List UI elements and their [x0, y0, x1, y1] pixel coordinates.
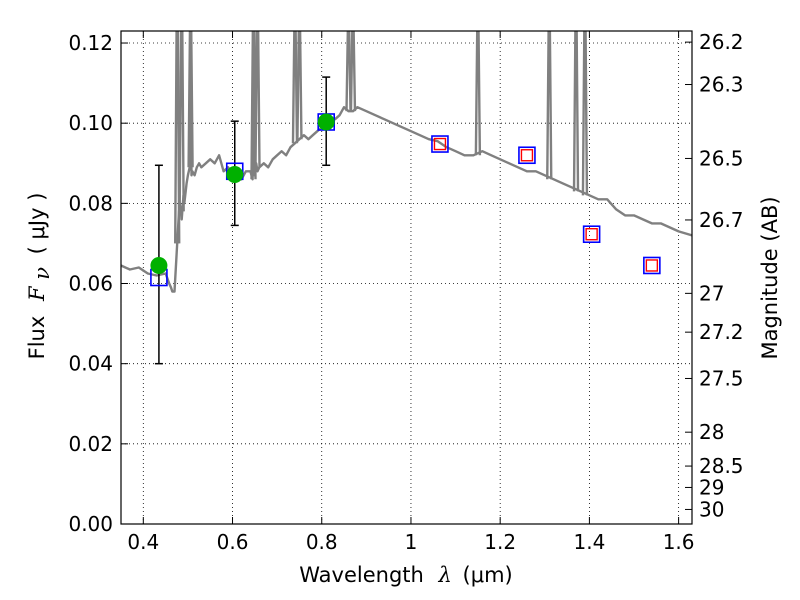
plot-frame: [120, 30, 693, 525]
emission-line: [572, 31, 580, 192]
magnitude-tick-label: 29: [699, 475, 724, 499]
y-axis-left-subscript: ν: [30, 267, 54, 280]
emission-line: [178, 31, 185, 212]
upper-limit-square: [645, 259, 659, 272]
emission-line: [291, 31, 299, 144]
magnitude-tick-label: 26.7: [699, 208, 744, 232]
emission-line: [349, 31, 357, 112]
upper-limit-square: [585, 228, 598, 241]
magnitude-tick-label: 30: [699, 497, 724, 521]
emission-line: [581, 31, 589, 196]
magnitude-tick-label: 27: [699, 281, 724, 305]
magnitude-tick-label: 27.5: [699, 366, 744, 390]
model-photometry-square: [582, 225, 601, 244]
x-axis-symbol: λ: [438, 563, 452, 587]
magnitude-tick-label: 26.2: [699, 30, 744, 54]
y-axis-left-unit: ( μJy ): [25, 193, 49, 255]
upper-limit-square: [520, 149, 534, 162]
y-tick-label: 0.08: [68, 191, 113, 215]
emission-line: [250, 31, 257, 180]
magnitude-tick-label: 27.2: [699, 320, 744, 344]
y-tick-label: 0.06: [68, 272, 113, 296]
y-tick-label: 0.04: [68, 352, 113, 376]
emission-line: [345, 31, 352, 112]
magnitude-tick-label: 28: [699, 420, 724, 444]
y-axis-left-title-text: Flux: [25, 316, 49, 360]
y-tick-label: 0.12: [68, 31, 113, 55]
x-tick-label: 1: [405, 530, 418, 554]
x-axis-unit: (μm): [463, 563, 513, 587]
emission-line: [546, 31, 553, 180]
measured-flux-point: [150, 256, 168, 274]
upper-limit-square: [433, 137, 447, 151]
x-tick-label: 1.4: [573, 530, 605, 554]
x-tick-label: 0.4: [127, 530, 159, 554]
model-photometry-square: [518, 146, 536, 165]
model-photometry-square: [643, 256, 661, 275]
emission-line: [474, 31, 482, 156]
axes: 0.4 0.6 0.8 1 1.2 1.4 1.6 0.00 0.02 0.04 0.06 0.08 0…: [68, 30, 743, 554]
measured-flux-point: [317, 113, 335, 131]
y-axis-right-title: Magnitude (AB): [758, 196, 782, 359]
x-axis-title: Wavelength λ (μm): [299, 563, 512, 587]
emission-line: [254, 31, 261, 168]
x-tick-label: 0.8: [306, 530, 338, 554]
measured-flux-point: [226, 165, 244, 183]
magnitude-tick-label: 26.5: [699, 146, 744, 170]
emission-line: [296, 31, 303, 140]
x-tick-label: 1.6: [663, 530, 695, 554]
spectrum-line: [121, 31, 692, 293]
x-tick-label: 0.6: [217, 530, 249, 554]
emission-line: [174, 31, 181, 244]
model-photometry-square: [431, 135, 449, 153]
magnitude-tick-label: 26.3: [699, 73, 744, 97]
y-tick-label: 0.00: [68, 512, 113, 536]
y-axis-left-title: Flux F ν ( μJy ): [25, 193, 54, 360]
y-tick-label: 0.10: [68, 111, 113, 135]
grid: [121, 31, 692, 525]
magnitude-tick-label: 28.5: [699, 454, 744, 478]
x-tick-label: 1.2: [484, 530, 516, 554]
emission-line: [187, 31, 194, 168]
x-axis-title-text: Wavelength: [299, 563, 424, 587]
plot-area: [121, 31, 692, 365]
y-axis-left-symbol: F: [25, 285, 49, 302]
y-tick-label: 0.02: [68, 432, 113, 456]
